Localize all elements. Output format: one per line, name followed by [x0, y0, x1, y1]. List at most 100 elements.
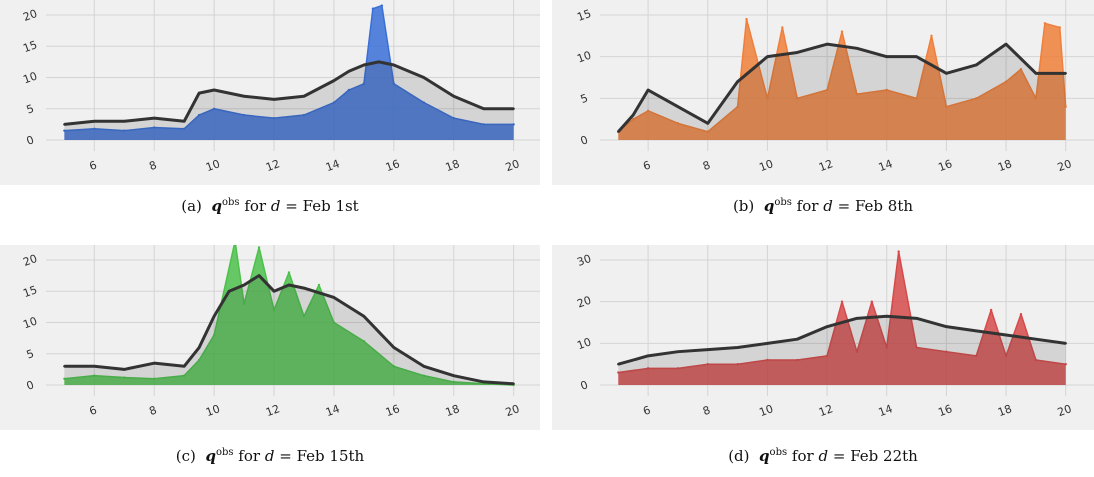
x-tick-label: 8	[147, 403, 158, 418]
series-predicted-point	[182, 120, 186, 123]
series-predicted-point	[182, 365, 186, 368]
series-observed-point	[989, 308, 993, 312]
series-predicted-point	[706, 348, 709, 351]
series-predicted-point	[736, 80, 739, 83]
caption-eq: =	[837, 197, 851, 215]
series-observed-point	[347, 88, 351, 92]
y-tick-label: 15	[575, 7, 593, 24]
series-predicted-point	[796, 51, 799, 54]
series-observed-point	[796, 97, 799, 100]
caption-text: for	[238, 447, 261, 465]
x-tick-label: 18	[444, 402, 462, 419]
series-predicted-point	[885, 315, 888, 318]
series-observed-point	[392, 365, 396, 368]
series-predicted-point	[825, 42, 829, 46]
x-tick-label: 16	[936, 402, 954, 419]
caption-b: (b) qobs for d = Feb 8th	[552, 197, 1094, 215]
series-observed-point	[153, 126, 156, 129]
series-observed-point	[975, 97, 978, 100]
series-predicted-point	[197, 346, 201, 349]
series-predicted-point	[512, 107, 515, 110]
series-observed-point	[781, 26, 784, 29]
series-observed-point	[796, 358, 799, 362]
series-predicted-point	[855, 47, 859, 50]
x-tick-label: 10	[204, 157, 222, 174]
caption-date: Feb 22th	[850, 447, 918, 465]
caption-date: Feb 15th	[296, 447, 365, 465]
x-tick-label: 16	[384, 157, 402, 174]
series-observed-point	[93, 127, 96, 130]
caption-date: Feb 8th	[854, 197, 914, 215]
x-tick-label: 14	[877, 402, 895, 419]
series-observed-point	[676, 367, 680, 370]
series-predicted-point	[197, 91, 201, 95]
series-observed-point	[1064, 105, 1067, 108]
series-observed-point	[182, 127, 186, 130]
caption-text: for	[244, 197, 267, 215]
y-tick-label: 15	[21, 283, 39, 300]
caption-d: (d) qobs for d = Feb 22th	[552, 447, 1094, 465]
series-observed-point	[745, 17, 748, 21]
series-observed-point	[840, 300, 844, 303]
series-predicted-point	[945, 72, 948, 75]
series-predicted-point	[63, 365, 66, 368]
x-tick-label: 14	[877, 157, 895, 174]
series-predicted-point	[646, 354, 650, 358]
chart-d: 0 10 20 30 6 8 10 12 14 16 18 20	[552, 245, 1094, 430]
series-observed-point	[452, 116, 455, 120]
series-predicted-point	[153, 361, 156, 365]
series-predicted-line	[617, 314, 1066, 366]
series-observed-point	[63, 377, 66, 380]
chart-panel-d: 0 10 20 30 6 8 10 12 14 16 18 20 (d) qobs for d = F…	[552, 245, 1094, 477]
series-predicted-point	[212, 315, 216, 318]
series-predicted-point	[706, 122, 709, 125]
x-tick-label: 20	[1056, 157, 1074, 174]
series-observed-point	[1034, 97, 1038, 100]
x-tick-label: 12	[264, 402, 282, 419]
series-observed-point	[123, 129, 126, 132]
series-observed-point	[302, 315, 306, 318]
series-observed-area	[64, 245, 514, 386]
series-observed-point	[870, 300, 874, 303]
series-observed-point	[706, 363, 709, 366]
series-predicted-point	[482, 380, 485, 384]
series-observed-point	[197, 358, 201, 362]
series-observed-point	[1064, 363, 1067, 366]
series-predicted-point	[272, 290, 276, 293]
caption-label: (d)	[728, 447, 750, 465]
x-tick-label: 12	[817, 157, 835, 174]
y-tick-label: 0	[25, 133, 36, 148]
caption-label: (c)	[175, 447, 196, 465]
series-observed-point	[766, 358, 769, 362]
series-observed-point	[332, 321, 336, 324]
y-tick-label: 20	[21, 252, 39, 269]
series-observed-point	[1034, 358, 1038, 362]
x-tick-label: 10	[757, 402, 775, 419]
series-predicted-point	[1034, 72, 1038, 75]
series-predicted-point	[347, 70, 351, 73]
y-tick-label: 10	[575, 335, 593, 352]
series-predicted-point	[617, 130, 620, 133]
series-predicted-point	[302, 95, 306, 98]
series-observed-point	[1019, 312, 1023, 316]
series-predicted-area	[618, 44, 1066, 141]
series-predicted-point	[975, 329, 978, 333]
series-observed-point	[153, 377, 156, 380]
series-observed-point	[197, 113, 201, 117]
caption-superscript: obs	[221, 197, 240, 208]
series-observed-point	[915, 346, 918, 349]
plot-area	[552, 245, 1094, 430]
series-predicted-point	[332, 79, 336, 82]
series-observed-point	[1019, 67, 1023, 71]
series-observed-point	[302, 113, 306, 117]
series-predicted-point	[422, 365, 425, 368]
series-observed-point	[885, 346, 888, 349]
caption-d: d	[264, 447, 275, 465]
series-observed-point	[362, 340, 366, 343]
series-predicted-point	[617, 363, 620, 366]
series-predicted-point	[1064, 342, 1067, 345]
series-predicted-point	[482, 107, 485, 110]
series-observed-line	[64, 4, 514, 132]
series-predicted-point	[452, 374, 455, 377]
series-predicted-point	[945, 325, 948, 328]
